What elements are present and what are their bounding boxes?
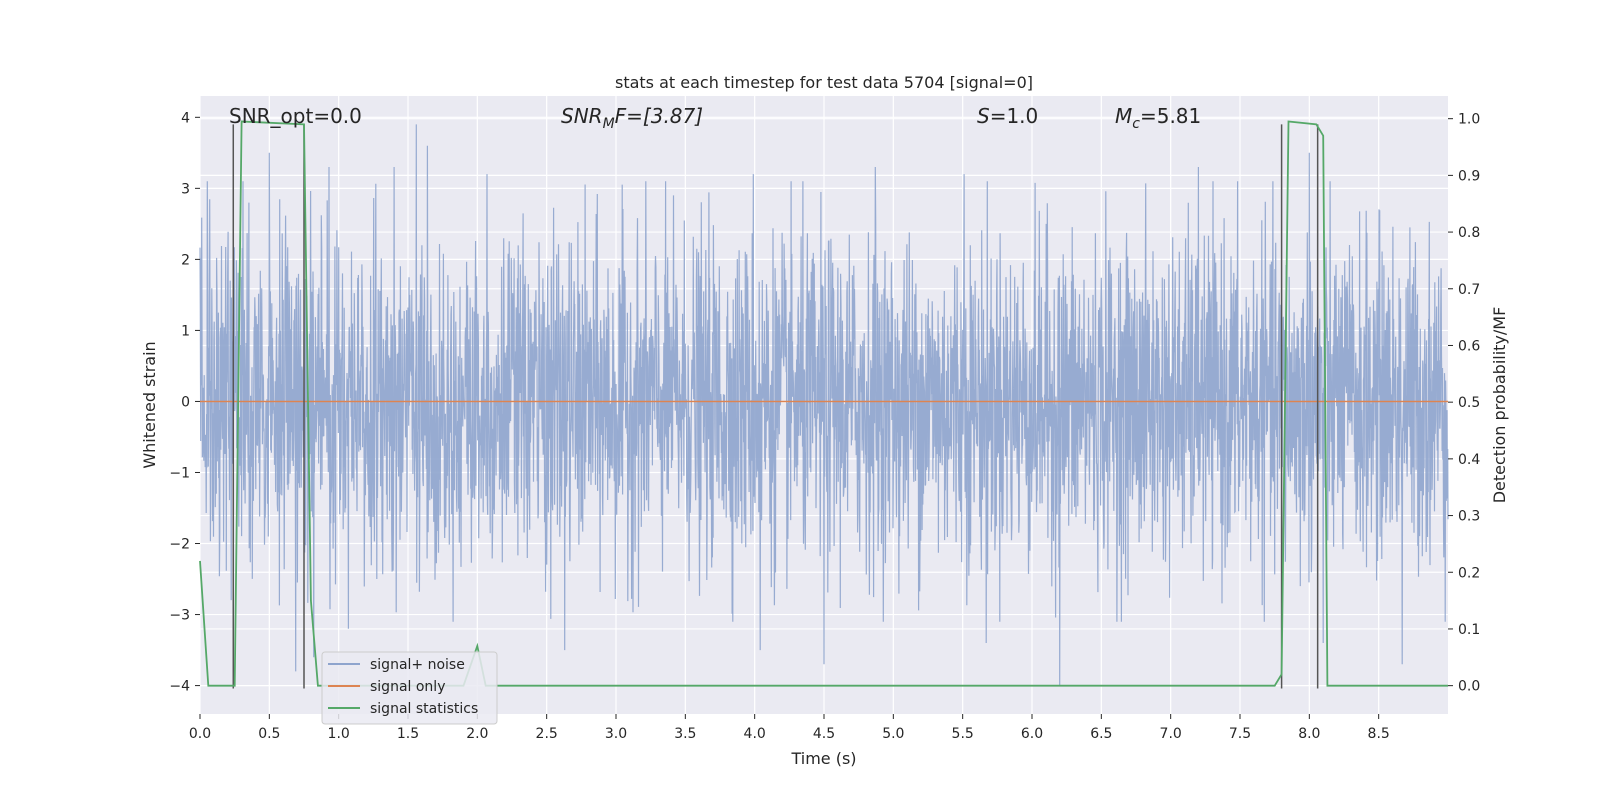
signal-statistics-line: [199, 120, 1448, 687]
snr-mf-name: SNR: [561, 104, 603, 128]
y-left-tick-label-5: −1: [169, 465, 190, 481]
snr-mf-sub: M: [603, 116, 615, 132]
x-tick-label-14: 7.0: [1160, 726, 1182, 742]
signal-noise-line: [199, 124, 1449, 686]
mc-name: M: [1115, 104, 1132, 128]
x-tick-label-9: 4.5: [813, 726, 835, 742]
annotation-snr-opt: SNR_opt=0.0: [229, 104, 362, 128]
y-right-tick-label-10: 0.0: [1458, 679, 1480, 695]
x-tick-label-11: 5.5: [952, 726, 974, 742]
x-tick-label-6: 3.0: [605, 726, 627, 742]
y-right-tick-label-9: 0.1: [1458, 622, 1480, 638]
y-right-tick-label-7: 0.3: [1458, 509, 1480, 525]
mc-rest: =5.81: [1140, 104, 1201, 128]
snr-mf-rest: F=[3.87]: [615, 104, 703, 128]
x-tick-label-13: 6.5: [1090, 726, 1112, 742]
annotation-snr-mf: SNRMF=[3.87]: [561, 104, 703, 132]
y-right-tick-label-1: 0.9: [1458, 168, 1480, 184]
y-right-tick-label-8: 0.2: [1458, 565, 1480, 581]
y-right-tick-label-0: 1.0: [1458, 112, 1480, 128]
y-right-tick-label-6: 0.4: [1458, 452, 1480, 468]
legend-box: [321, 651, 498, 725]
y-left-tick-label-4: 0: [181, 394, 190, 410]
series-signal-noise: [199, 124, 1449, 686]
x-tick-label-4: 2.0: [466, 726, 488, 742]
chart-title: stats at each timestep for test data 570…: [615, 73, 1033, 92]
y-axis-left-ticks: 4 3 2 1 0 −1 −2 −3 −4: [169, 110, 200, 695]
y-right-tick-label-3: 0.7: [1458, 282, 1480, 298]
y-left-tick-label-3: 1: [181, 323, 190, 339]
x-tick-label-0: 0.0: [189, 726, 211, 742]
y-right-tick-label-2: 0.8: [1458, 225, 1480, 241]
y-left-tick-label-0: 4: [181, 110, 190, 126]
legend-label-signal-noise: signal+ noise: [370, 657, 465, 673]
s-rest: =1.0: [990, 104, 1039, 128]
s-name: S: [977, 104, 990, 128]
y-left-tick-label-7: −3: [169, 608, 190, 624]
mc-sub: c: [1132, 116, 1140, 132]
y-right-tick-label-4: 0.6: [1458, 338, 1480, 354]
x-tick-label-7: 3.5: [674, 726, 696, 742]
y-right-tick-label-5: 0.5: [1458, 395, 1480, 411]
legend: signal+ noise signal only signal statist…: [321, 651, 498, 725]
y-axis-right-ticks: 1.0 0.9 0.8 0.7 0.6 0.5 0.4 0.3 0.2 0.1 0.0: [1448, 112, 1480, 695]
y-axis-left-label: Whitened strain: [140, 341, 159, 468]
x-tick-label-16: 8.0: [1298, 726, 1320, 742]
annotation-s: S=1.0: [977, 104, 1038, 128]
y-axis-right-label: Detection probability/MF: [1490, 307, 1509, 504]
x-tick-label-1: 0.5: [258, 726, 280, 742]
legend-label-signal-only: signal only: [370, 679, 445, 695]
x-tick-label-5: 2.5: [536, 726, 558, 742]
x-axis-label: Time (s): [790, 749, 856, 768]
x-tick-label-3: 1.5: [397, 726, 419, 742]
x-tick-label-15: 7.5: [1229, 726, 1251, 742]
series-signal-statistics: [199, 120, 1448, 687]
x-tick-label-10: 5.0: [882, 726, 904, 742]
x-axis-ticks: 0.0 0.5 1.0 1.5 2.0 2.5 3.0 3.5 4.0 4.5 5.0 5.5 6.0 6…: [189, 714, 1390, 742]
annotation-mc: Mc=5.81: [1115, 104, 1201, 132]
x-tick-label-12: 6.0: [1021, 726, 1043, 742]
y-left-tick-label-6: −2: [169, 537, 190, 553]
x-tick-label-2: 1.0: [328, 726, 350, 742]
legend-label-signal-statistics: signal statistics: [370, 701, 478, 717]
x-tick-label-8: 4.0: [744, 726, 766, 742]
y-left-tick-label-2: 2: [181, 252, 190, 268]
y-left-tick-label-1: 3: [181, 181, 190, 197]
x-tick-label-17: 8.5: [1368, 726, 1390, 742]
y-left-tick-label-8: −4: [169, 679, 190, 695]
detection-markers: [232, 124, 1319, 689]
